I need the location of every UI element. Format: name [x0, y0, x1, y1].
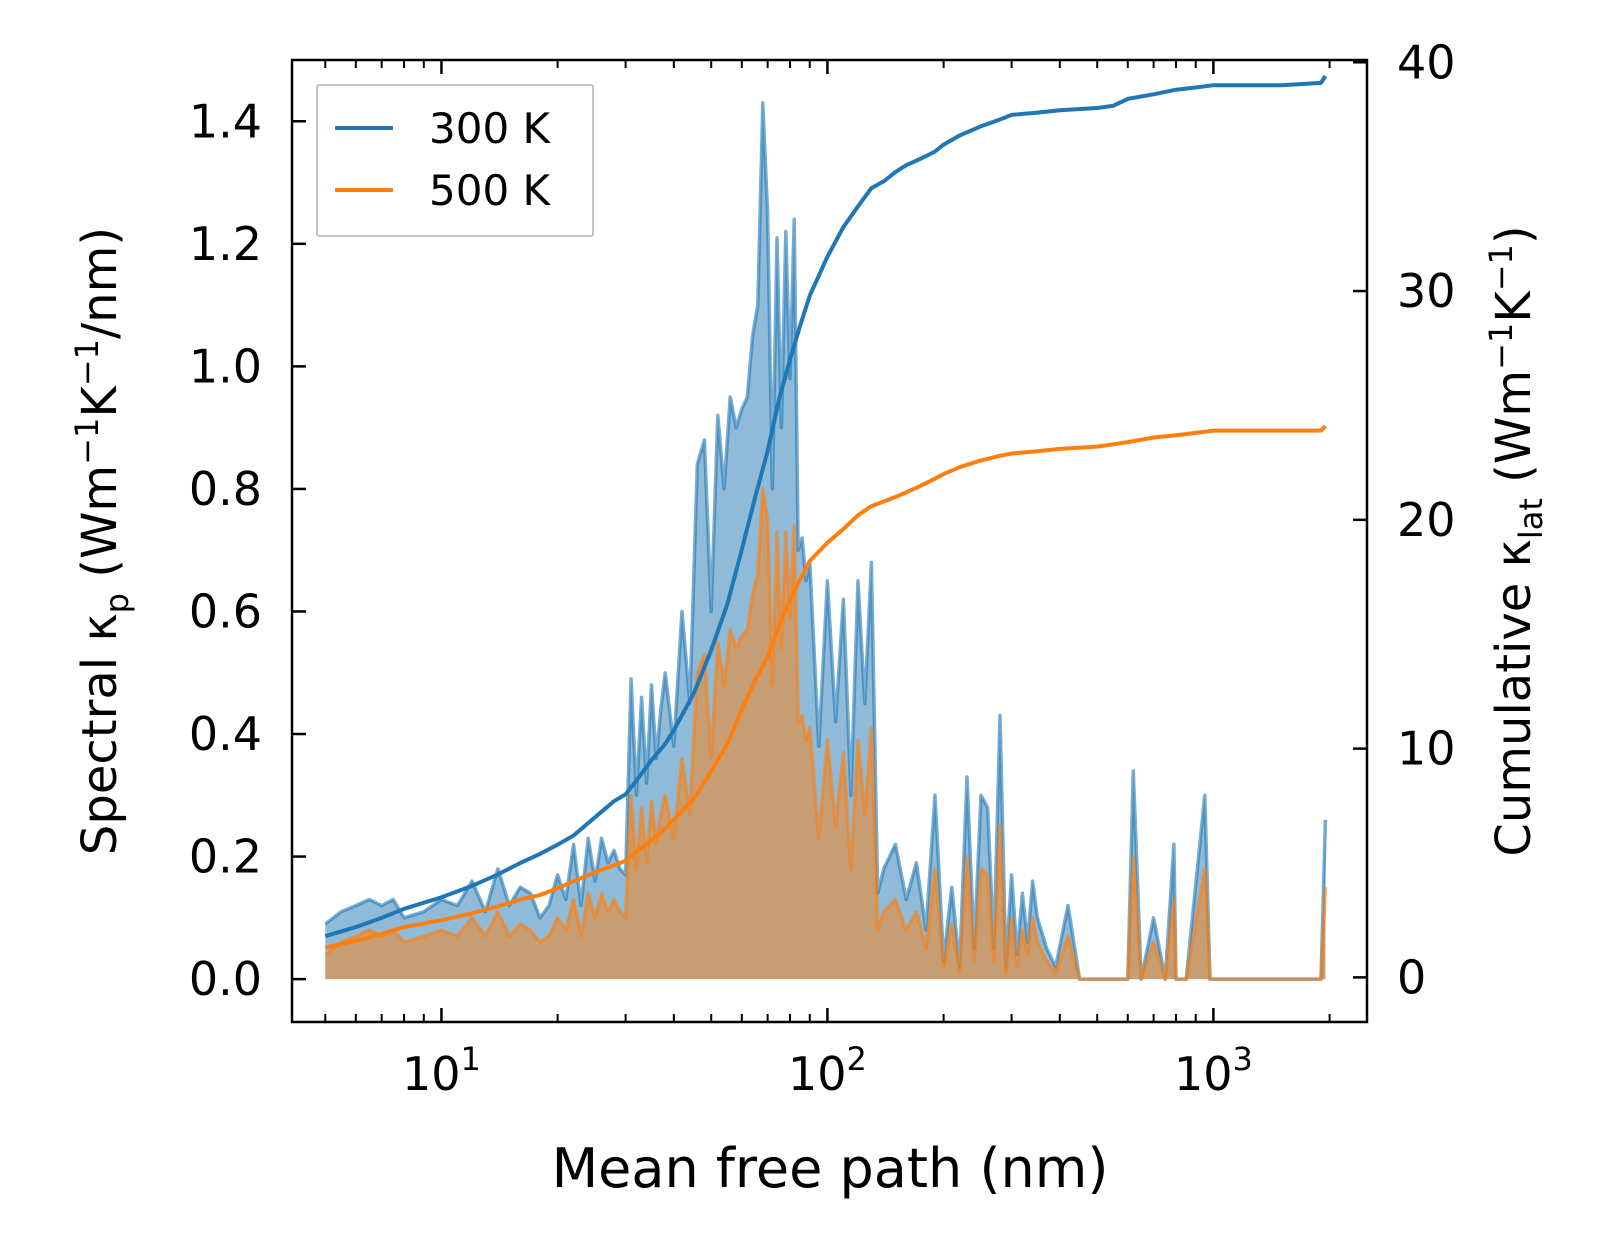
spectral-area-500k [325, 488, 1326, 980]
y-right-tick-label: 0 [1397, 950, 1426, 1004]
y-left-tick-label: 1.0 [189, 339, 262, 393]
left-ylabel-prefix: Spectral κ [72, 613, 128, 855]
y-left-tick-label: 0.6 [189, 584, 262, 638]
right-ylabel-sub: lat [1512, 498, 1550, 539]
x-tick-label-exponent: 2 [847, 1040, 867, 1078]
axis-ticks: 101 102 1030.00.20.40.60.81.01.21.40102030… [189, 35, 1456, 1101]
y-right-tick-label: 20 [1397, 493, 1456, 547]
x-tick-label-base: 10 [402, 1047, 461, 1101]
y-left-tick-label: 1.4 [189, 94, 262, 148]
cumulative-lines [324, 74, 1328, 950]
y-left-tick-label: 1.2 [189, 217, 262, 271]
right-y-axis-label: Cumulative κlat (Wm−1K−1) [1482, 225, 1550, 856]
cumulative-line-300k [324, 74, 1328, 939]
cumulative-line-500k [324, 424, 1327, 950]
right-ylabel-sup1: −1 [1482, 323, 1520, 370]
y-right-tick-label: 30 [1397, 264, 1456, 318]
right-ylabel-unit-close: ) [1486, 225, 1542, 244]
right-ylabel-prefix: Cumulative κ [1486, 539, 1542, 857]
y-left-tick-label: 0.2 [189, 830, 262, 884]
left-y-axis-label: Spectral κp (Wm−1K−1/nm) [68, 227, 136, 855]
y-left-tick-label: 0.0 [189, 952, 262, 1006]
y-right-tick-label: 40 [1397, 35, 1456, 89]
legend-box [316, 84, 594, 237]
x-axis-label: Mean free path (nm) [552, 1137, 1109, 1200]
x-tick-label-base: 10 [788, 1047, 847, 1101]
spectral-line-500k [324, 487, 1328, 981]
x-tick-label: 101 [402, 1040, 481, 1101]
left-ylabel-unit-close: /nm) [72, 227, 128, 339]
legend-label-300k: 300 K [429, 104, 552, 153]
legend: 300 K 500 K [316, 84, 594, 237]
right-ylabel-mid: K [1486, 290, 1542, 323]
plot-frame [290, 58, 1369, 1024]
left-ylabel-unit-open: (Wm [72, 465, 128, 593]
y-right-tick-label: 10 [1397, 722, 1456, 776]
x-tick-label-base: 10 [1174, 1047, 1233, 1101]
x-tick-label: 102 [788, 1040, 867, 1101]
y-left-tick-label: 0.8 [189, 462, 262, 516]
right-ylabel-unit-open: (Wm [1486, 370, 1542, 498]
left-ylabel-sup1: −1 [68, 418, 106, 465]
x-tick-label: 103 [1174, 1040, 1253, 1101]
legend-label-500k: 500 K [429, 166, 552, 215]
x-tick-label-exponent: 3 [1232, 1040, 1252, 1078]
right-ylabel-sup2: −1 [1482, 244, 1520, 291]
y-left-tick-label: 0.4 [189, 707, 262, 761]
left-ylabel-sub: p [98, 593, 136, 613]
left-ylabel-sup2: −1 [68, 339, 106, 386]
left-ylabel-mid: K [72, 385, 128, 418]
x-tick-label-exponent: 1 [461, 1040, 481, 1078]
